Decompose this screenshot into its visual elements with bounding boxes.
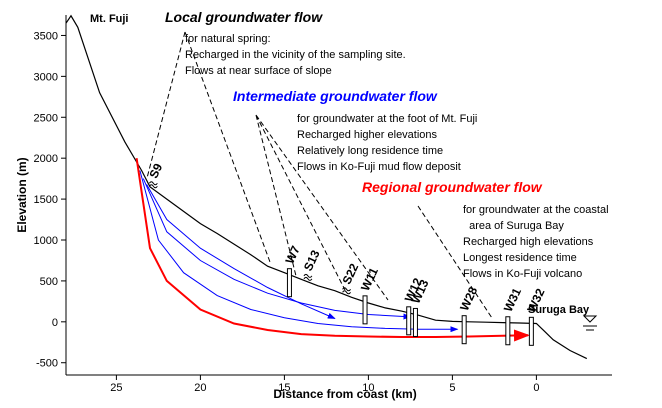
site-label: S22 bbox=[340, 261, 362, 287]
place-label: Mt. Fuji bbox=[90, 13, 129, 25]
x-tick-label: 5 bbox=[449, 382, 455, 394]
x-tick-label: 25 bbox=[110, 382, 122, 394]
annotation-line: area of Suruga Bay bbox=[463, 220, 564, 232]
well bbox=[412, 307, 418, 337]
leader-line bbox=[146, 31, 271, 263]
y-tick-label: 1000 bbox=[34, 235, 58, 247]
annotation-line: Recharged in the vicinity of the samplin… bbox=[185, 49, 406, 61]
annotation-line: for groundwater at the coastal bbox=[463, 204, 609, 216]
annotation-line: Flows in Ko-Fuji volcano bbox=[463, 268, 582, 280]
flow-line bbox=[146, 184, 336, 319]
flow-line bbox=[142, 178, 412, 320]
topography-line bbox=[65, 14, 588, 360]
annotation-line: Flows in Ko-Fuji mud flow deposit bbox=[297, 161, 461, 173]
site-label: W7 bbox=[282, 243, 302, 266]
y-tick-label: 500 bbox=[40, 276, 58, 288]
site-label: W11 bbox=[358, 265, 381, 293]
annotation-line: Flows at near surface of slope bbox=[185, 65, 332, 77]
leader-line bbox=[255, 114, 389, 301]
flow-line bbox=[139, 170, 459, 333]
leader-lines bbox=[146, 31, 493, 319]
annotation-line: Longest residence time bbox=[463, 252, 577, 264]
y-tick-label: 0 bbox=[52, 317, 58, 329]
annotation-title: Local groundwater flow bbox=[165, 9, 323, 25]
site-label: W28 bbox=[457, 284, 480, 313]
site-label: S9 bbox=[146, 161, 165, 181]
x-tick-label: 10 bbox=[362, 382, 374, 394]
annotation-title: Intermediate groundwater flow bbox=[233, 88, 438, 104]
annotation-line: for natural spring: bbox=[185, 33, 271, 45]
y-tick-label: 2500 bbox=[34, 112, 58, 124]
annotation-line: Relatively long residence time bbox=[297, 145, 443, 157]
x-tick-label: 0 bbox=[533, 382, 539, 394]
x-tick-label: 20 bbox=[194, 382, 206, 394]
y-tick-label: 3000 bbox=[34, 71, 58, 83]
annotation-line: Recharged higher elevations bbox=[297, 129, 438, 141]
spring-symbol bbox=[303, 273, 313, 281]
annotation-line: for groundwater at the foot of Mt. Fuji bbox=[297, 113, 477, 125]
annotation-line: Recharged high elevations bbox=[463, 236, 594, 248]
annotation-title: Regional groundwater flow bbox=[362, 179, 543, 195]
site-label: W31 bbox=[501, 285, 524, 314]
y-axis-label: Elevation (m) bbox=[15, 157, 29, 232]
spring-symbol bbox=[342, 287, 351, 295]
y-tick-label: 2000 bbox=[34, 153, 58, 165]
well bbox=[528, 316, 534, 346]
y-tick-label: 1500 bbox=[34, 194, 58, 206]
well bbox=[286, 268, 292, 298]
well bbox=[362, 295, 368, 325]
place-label: Suruga Bay bbox=[528, 304, 590, 316]
leader-line bbox=[417, 205, 493, 319]
well bbox=[461, 315, 467, 345]
x-axis-label: Distance from coast (km) bbox=[273, 387, 416, 401]
sea-symbol bbox=[582, 315, 598, 331]
spring-symbol bbox=[148, 181, 158, 189]
y-tick-label: 3500 bbox=[34, 30, 58, 42]
well bbox=[406, 306, 412, 336]
water-level-symbol bbox=[582, 315, 598, 331]
y-tick-label: -500 bbox=[36, 358, 58, 370]
well bbox=[505, 316, 511, 346]
x-tick-label: 15 bbox=[278, 382, 290, 394]
site-label: S13 bbox=[301, 248, 323, 274]
